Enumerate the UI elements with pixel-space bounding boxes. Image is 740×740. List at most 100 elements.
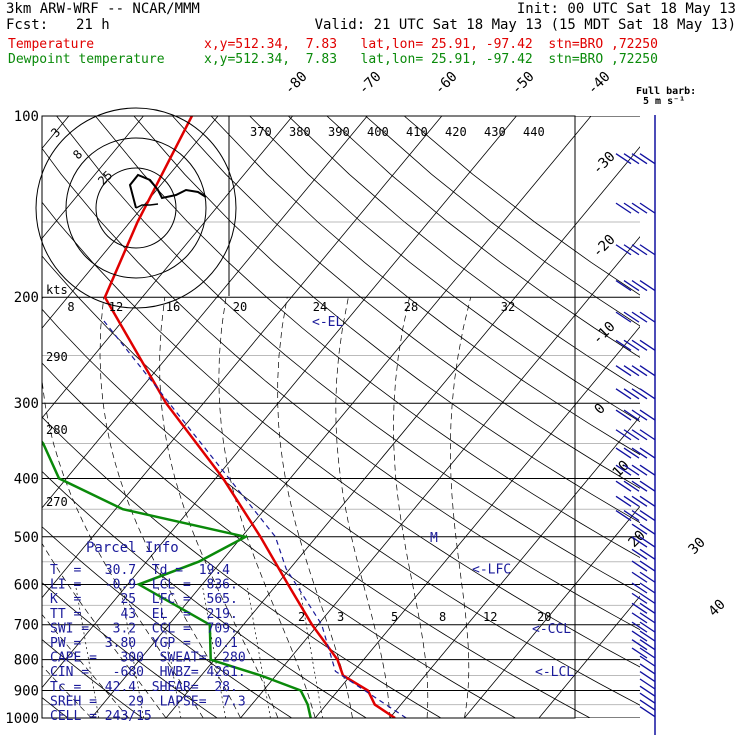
isotherm-line — [463, 505, 640, 718]
hodograph-ring — [35, 107, 237, 309]
dry-adiabat — [42, 308, 591, 718]
wind-barb-key-label: Full barb: — [636, 86, 696, 97]
moist-adiabat — [42, 542, 167, 718]
hodograph-ring-label: 28 — [404, 300, 418, 314]
hodograph-ring-label: 16 — [166, 300, 180, 314]
wind-barb — [639, 523, 656, 535]
wind-barb — [615, 153, 632, 165]
dry-adiabat — [42, 582, 218, 718]
isotherm-label: -20 — [590, 232, 619, 261]
pressure-tick-label: 700 — [14, 618, 39, 634]
wind-barb — [639, 280, 656, 292]
wind-barb — [639, 699, 656, 711]
wind-barb — [631, 548, 648, 560]
isotherm-label: -70 — [356, 69, 385, 98]
wind-barb — [631, 388, 648, 400]
mixing-ratio-label: 2 — [298, 610, 305, 624]
theta-label: 420 — [445, 125, 467, 139]
wind-barb — [631, 311, 648, 323]
pressure-tick-label: 200 — [14, 290, 39, 306]
moist-adiabat — [42, 665, 92, 718]
wind-barb — [631, 510, 648, 522]
wind-barb — [639, 480, 656, 492]
wind-barb — [631, 280, 648, 292]
wind-barb — [631, 429, 648, 441]
parcel-info-row: CIN = -680 HWBZ= 4261. — [50, 665, 246, 680]
mixing-ratio-label: 5 — [391, 610, 398, 624]
mixing-ratio-line — [298, 584, 323, 718]
wind-barb — [639, 548, 656, 560]
wind-barb — [615, 409, 632, 421]
isotherm-line — [240, 236, 640, 718]
wind-barb — [623, 311, 640, 323]
wind-barb — [615, 244, 632, 256]
wind-barb — [639, 429, 656, 441]
wind-barb — [639, 602, 656, 614]
wind-barb — [631, 639, 648, 651]
wind-barb — [615, 429, 632, 441]
wind-barb — [615, 202, 632, 214]
wind-barb — [631, 536, 648, 548]
wind-barb — [623, 280, 640, 292]
hodograph-trace-low — [135, 203, 159, 209]
fcst-label: Fcst: — [6, 17, 49, 33]
moist-adiabat — [42, 297, 204, 718]
hodograph-kts-label: kts — [46, 283, 68, 297]
wind-barb — [639, 365, 656, 377]
wind-barb — [623, 447, 640, 459]
wind-barb — [639, 685, 656, 697]
wind-barb — [639, 612, 656, 624]
wind-barb — [639, 560, 656, 572]
parcel-info-row: SWI = 3.2 CCL = 709. — [50, 621, 238, 636]
moist-adiabat — [393, 297, 429, 718]
wind-barb — [639, 692, 656, 704]
theta-label: 380 — [289, 125, 311, 139]
isotherm-line — [42, 116, 144, 239]
dry-adiabat — [249, 116, 640, 423]
pressure-tick-label: 900 — [14, 683, 39, 699]
isotherm-label: 30 — [686, 535, 709, 558]
wind-barb — [615, 365, 632, 377]
wind-barb — [631, 647, 648, 659]
dry-adiabat — [42, 362, 517, 718]
wind-barb — [639, 510, 656, 522]
wind-barb — [615, 464, 632, 476]
theta-label: 390 — [328, 125, 350, 139]
wind-barb — [623, 480, 640, 492]
dry-adiabat — [42, 526, 293, 718]
wind-barb — [631, 495, 648, 507]
isotherm-line — [165, 146, 640, 718]
wind-barb — [639, 388, 656, 400]
isotherm-line — [42, 116, 293, 419]
hodograph-ring-label: 20 — [233, 300, 247, 314]
parcel-info-row: T = 30.7 Td = 19.4 — [50, 563, 230, 578]
theta-label: 410 — [406, 125, 428, 139]
moist-adiabat — [218, 297, 316, 718]
dry-adiabat — [42, 147, 640, 631]
wind-barb — [639, 409, 656, 421]
wind-barb — [615, 447, 632, 459]
pressure-tick-label: 400 — [14, 471, 39, 487]
mixing-ratio-label: 3 — [337, 610, 344, 624]
wind-barb — [639, 536, 656, 548]
wind-barb — [623, 339, 640, 351]
theta-label: 430 — [484, 125, 506, 139]
mixing-ratio-label: 12 — [483, 610, 497, 624]
dry-adiabat — [0, 116, 9, 731]
isotherm-line — [538, 595, 640, 718]
isotherm-line — [42, 116, 368, 509]
dry-adiabat — [288, 116, 640, 390]
dry-adiabat — [94, 116, 640, 559]
model-title: 3km ARW-WRF -- NCAR/MMM — [6, 1, 200, 17]
hodograph-trace — [128, 173, 207, 209]
wind-barb — [623, 429, 640, 441]
parcel-info-row: TT = 43 EL = 219. — [50, 607, 238, 622]
wind-barb — [631, 480, 648, 492]
level-marker-label: <-EL — [312, 315, 343, 330]
parcel-info-row: CAPE = 300 SWEAT= 280 — [50, 651, 246, 666]
wind-barb — [631, 621, 648, 633]
dry-adiabat — [403, 116, 640, 296]
wind-barb — [639, 621, 656, 633]
